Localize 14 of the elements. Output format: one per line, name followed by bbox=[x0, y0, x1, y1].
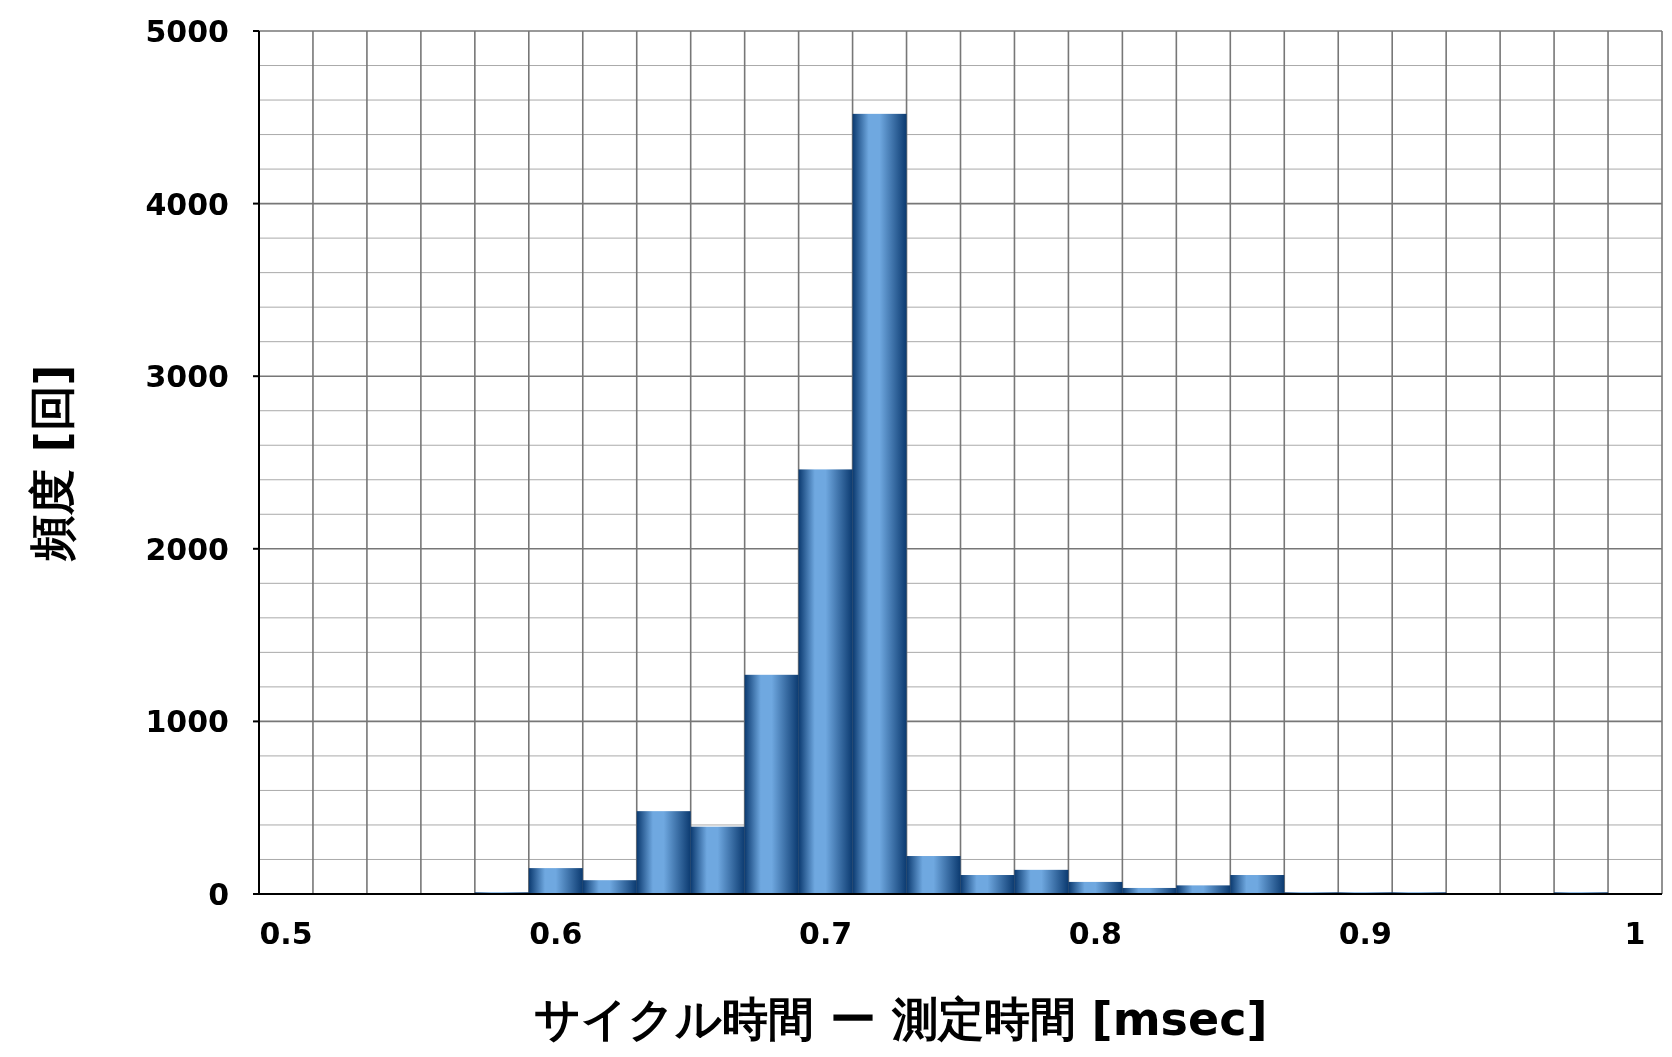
y-tick-label: 2000 bbox=[145, 531, 229, 567]
y-axis-title: 頻度 [回] bbox=[25, 364, 79, 562]
x-tick-label: 0.9 bbox=[1338, 916, 1392, 951]
y-tick-label: 0 bbox=[208, 877, 229, 912]
y-tick-label: 5000 bbox=[145, 14, 229, 49]
x-tick-label: 0.7 bbox=[799, 916, 853, 951]
y-tick-label: 4000 bbox=[145, 186, 229, 222]
x-tick-label: 0.5 bbox=[259, 916, 313, 951]
x-axis-title: サイクル時間 ー 測定時間 [msec] bbox=[533, 992, 1268, 1046]
y-tick-label: 1000 bbox=[145, 704, 229, 740]
x-tick-label: 1 bbox=[1624, 916, 1646, 951]
x-tick-label: 0.6 bbox=[529, 916, 583, 951]
y-tick-label: 3000 bbox=[145, 359, 229, 395]
x-tick-label: 0.8 bbox=[1068, 916, 1122, 951]
